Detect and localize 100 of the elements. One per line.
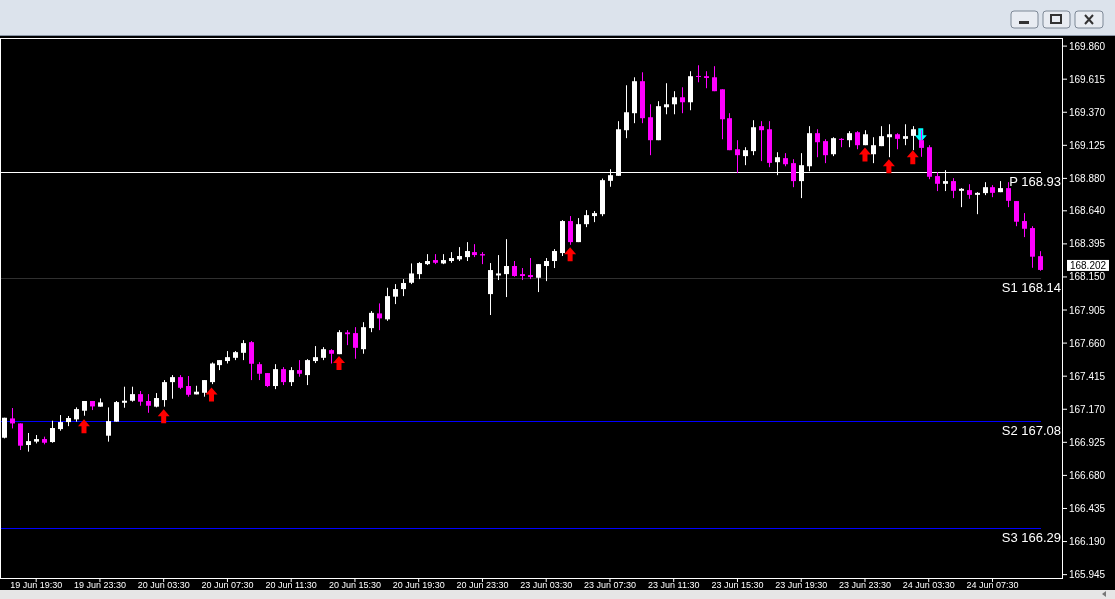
candlestick xyxy=(624,84,629,139)
x-tick-label: 23 Jun 19:30 xyxy=(775,580,828,590)
candlestick xyxy=(289,366,294,387)
y-tick-label: 166.680 xyxy=(1069,469,1106,481)
candlestick xyxy=(146,393,151,414)
candlestick xyxy=(1038,250,1043,272)
candlestick xyxy=(122,386,127,409)
x-tick-label: 20 Jun 15:30 xyxy=(328,580,381,590)
x-tick-label: 20 Jun 11:30 xyxy=(265,580,317,590)
candlestick xyxy=(1014,200,1019,227)
x-tick-label: 24 Jun 07:30 xyxy=(966,580,1019,590)
candlestick xyxy=(26,432,31,453)
candlestick xyxy=(528,257,533,280)
candlestick xyxy=(751,119,756,156)
y-tick-label: 168.150 xyxy=(1069,271,1106,283)
candlestick xyxy=(823,138,828,164)
candlestick xyxy=(552,248,557,269)
point xyxy=(157,409,170,424)
y-tick-label: 166.190 xyxy=(1069,536,1106,548)
y-tick-label: 169.860 xyxy=(1069,40,1106,52)
candlestick xyxy=(186,375,191,398)
x-tick-label: 23 Jun 03:30 xyxy=(520,580,573,590)
ref-line-label: S2 167.08 xyxy=(1001,422,1061,438)
x-tick-label: 24 Jun 03:30 xyxy=(902,580,955,590)
candlestick xyxy=(544,257,549,282)
candlestick xyxy=(791,158,796,188)
candlestick xyxy=(305,358,310,386)
x-tick-label: 19 Jun 23:30 xyxy=(73,580,126,590)
candlestick xyxy=(887,123,892,158)
x-tick-label: 20 Jun 19:30 xyxy=(392,580,445,590)
candlestick xyxy=(241,339,246,361)
y-tick-label: 169.615 xyxy=(1069,73,1106,85)
candlestick xyxy=(935,171,940,192)
candlestick xyxy=(735,139,740,174)
y-tick-label: 166.925 xyxy=(1069,436,1106,448)
candlestick xyxy=(1022,212,1027,238)
candlestick xyxy=(871,136,876,164)
ref-line-label: P 168.93 xyxy=(1009,173,1061,189)
candlestick xyxy=(951,177,956,199)
candlestick xyxy=(696,64,701,83)
x-tick-label: 20 Jun 23:30 xyxy=(456,580,509,590)
y-tick-label: 169.370 xyxy=(1069,106,1106,118)
y-tick-label: 167.905 xyxy=(1069,304,1106,316)
y-tick-label: 167.660 xyxy=(1069,337,1106,349)
candlestick xyxy=(831,136,836,157)
y-tick-label: 167.170 xyxy=(1069,403,1106,415)
ref-line-label: S3 166.29 xyxy=(1001,529,1061,545)
candlestick xyxy=(855,130,860,150)
candlestick xyxy=(536,263,541,293)
candlestick xyxy=(648,103,653,156)
candlestick xyxy=(273,363,278,390)
candlestick xyxy=(672,90,677,115)
candlestick xyxy=(975,191,980,215)
candlestick xyxy=(249,340,254,381)
candlestick xyxy=(369,310,374,333)
candlestick xyxy=(712,65,717,92)
candlestick xyxy=(680,86,685,114)
x-tick-label: 23 Jun 11:30 xyxy=(648,580,700,590)
x-tick-label: 20 Jun 03:30 xyxy=(137,580,190,590)
candlestick xyxy=(114,400,119,423)
ref-line-label: S1 168.14 xyxy=(1001,279,1061,295)
candlestick xyxy=(465,241,470,262)
point xyxy=(858,147,871,162)
candlestick xyxy=(353,326,358,360)
point xyxy=(564,247,577,262)
x-tick-label: 20 Jun 07:30 xyxy=(201,580,254,590)
candlestick xyxy=(759,120,764,162)
candlestick xyxy=(959,187,964,208)
point xyxy=(333,356,346,371)
candlestick xyxy=(50,420,55,444)
x-tick-label: 23 Jun 15:30 xyxy=(711,580,764,590)
candlestick xyxy=(919,129,924,158)
text: 168.202 xyxy=(1069,260,1107,272)
x-tick-label: 23 Jun 23:30 xyxy=(838,580,891,590)
y-tick-label: 168.880 xyxy=(1069,172,1106,184)
candlestick xyxy=(409,262,414,285)
x-tick-label: 19 Jun 19:30 xyxy=(10,580,63,590)
candlestick xyxy=(568,215,573,246)
point xyxy=(77,419,90,434)
candlestick xyxy=(10,407,15,429)
candlestick xyxy=(162,379,167,408)
candlestick xyxy=(393,283,398,305)
candlestick xyxy=(504,238,509,298)
candlestick xyxy=(18,422,23,451)
candlestick xyxy=(496,254,501,281)
y-tick-label: 168.395 xyxy=(1069,238,1106,250)
point xyxy=(882,159,895,174)
candlestick xyxy=(576,217,581,243)
y-tick-label: 165.945 xyxy=(1069,569,1106,581)
candlestick xyxy=(337,329,342,355)
candlestick xyxy=(664,82,669,115)
candlestick xyxy=(911,125,916,151)
candlestick xyxy=(385,287,390,322)
y-tick-label: 166.435 xyxy=(1069,502,1106,514)
y-tick-label: 168.640 xyxy=(1069,205,1106,217)
candlestick xyxy=(377,302,382,331)
candlestick xyxy=(361,321,366,355)
y-tick-label: 167.415 xyxy=(1069,370,1106,382)
point xyxy=(205,387,218,402)
candlestick xyxy=(170,374,175,400)
